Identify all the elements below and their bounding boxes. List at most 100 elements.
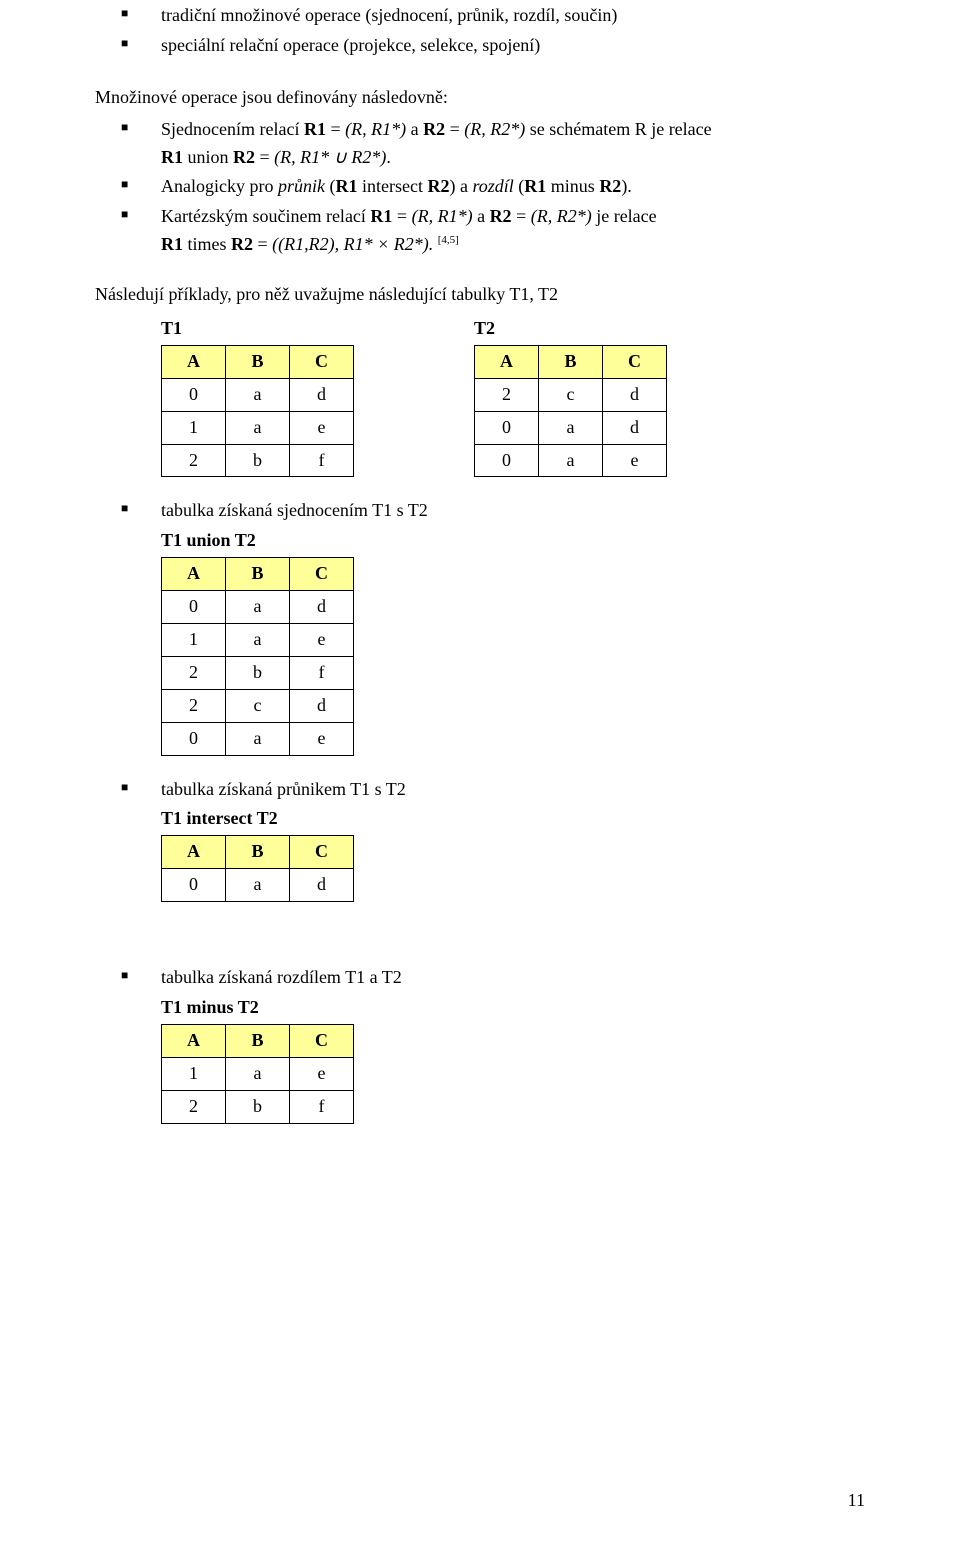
table-cell: 1 (162, 1057, 226, 1090)
table-row: 0ad (162, 591, 354, 624)
bullet-item: tabulka získaná rozdílem T1 a T2 (121, 964, 865, 992)
table-row: 2cd (162, 689, 354, 722)
def-item-union: Sjednocením relací R1 = (R, R1*) a R2 = … (121, 116, 865, 172)
table-title: T1 minus T2 (161, 994, 865, 1022)
def-line2: R1 times R2 = ((R1,R2), R1* × R2*). [4,5… (161, 231, 865, 259)
section-bullet-minus: tabulka získaná rozdílem T1 a T2 (121, 964, 865, 992)
table-row: 0ad (162, 378, 354, 411)
table-cell: a (539, 411, 603, 444)
table-cell: e (290, 411, 354, 444)
table-row: 0ad (475, 411, 667, 444)
table-cell: 0 (475, 411, 539, 444)
table-cell: e (290, 722, 354, 755)
table-cell: 0 (475, 444, 539, 477)
table-cell: e (290, 624, 354, 657)
table-header-cell: B (226, 345, 290, 378)
table-cell: d (290, 378, 354, 411)
table-cell: 2 (162, 656, 226, 689)
table-header-cell: B (226, 836, 290, 869)
table-cell: 1 (162, 624, 226, 657)
definition-list: Sjednocením relací R1 = (R, R1*) a R2 = … (121, 116, 865, 259)
table-row: 1ae (162, 411, 354, 444)
table-union-block: T1 union T2 ABC0ad1ae2bf2cd0ae (161, 527, 865, 755)
table-cell: a (539, 444, 603, 477)
followup-paragraph: Následují příklady, pro něž uvažujme nás… (95, 281, 865, 309)
table-cell: c (226, 689, 290, 722)
table-t2: ABC2cd0ad0ae (474, 345, 667, 478)
table-cell: d (603, 378, 667, 411)
table-cell: 2 (475, 378, 539, 411)
table-header-cell: C (290, 345, 354, 378)
table-title: T1 intersect T2 (161, 805, 865, 833)
page-number: 11 (848, 1487, 865, 1515)
table-header-cell: B (539, 345, 603, 378)
table-cell: 2 (162, 1090, 226, 1123)
table-cell: f (290, 444, 354, 477)
table-cell: 2 (162, 689, 226, 722)
table-row: 1ae (162, 1057, 354, 1090)
table-cell: 2 (162, 444, 226, 477)
table-cell: a (226, 624, 290, 657)
def-item-times: Kartézským součinem relací R1 = (R, R1*)… (121, 203, 865, 259)
def-line2: R1 union R2 = (R, R1* ∪ R2*). (161, 144, 865, 172)
def-text: Analogicky pro průnik (R1 intersect R2) … (161, 176, 632, 196)
table-union: ABC0ad1ae2bf2cd0ae (161, 557, 354, 755)
page: tradiční množinové operace (sjednocení, … (0, 2, 960, 1545)
tables-t1-t2: T1 ABC0ad1ae2bf T2 ABC2cd0ad0ae (161, 315, 865, 477)
table-cell: b (226, 444, 290, 477)
table-title: T1 (161, 315, 354, 343)
table-cell: a (226, 722, 290, 755)
table-cell: 0 (162, 869, 226, 902)
table-header-cell: C (290, 558, 354, 591)
table-header-cell: A (475, 345, 539, 378)
table-cell: c (539, 378, 603, 411)
table-minus-block: T1 minus T2 ABC1ae2bf (161, 994, 865, 1124)
table-header-cell: A (162, 345, 226, 378)
table-cell: b (226, 1090, 290, 1123)
top-bullet-list: tradiční množinové operace (sjednocení, … (121, 2, 865, 60)
table-row: 2bf (162, 444, 354, 477)
bullet-item: tradiční množinové operace (sjednocení, … (121, 2, 865, 30)
def-text: Kartézským součinem relací R1 = (R, R1*)… (161, 206, 657, 226)
table-t2-block: T2 ABC2cd0ad0ae (474, 315, 667, 477)
table-header-cell: C (290, 836, 354, 869)
bullet-item: tabulka získaná sjednocením T1 s T2 (121, 497, 865, 525)
table-header-cell: B (226, 558, 290, 591)
bullet-text: tabulka získaná průnikem T1 s T2 (161, 779, 406, 799)
bullet-item: tabulka získaná průnikem T1 s T2 (121, 776, 865, 804)
table-cell: 1 (162, 411, 226, 444)
def-item-intersect-minus: Analogicky pro průnik (R1 intersect R2) … (121, 173, 865, 201)
table-intersect-block: T1 intersect T2 ABC0ad (161, 805, 865, 902)
table-cell: e (290, 1057, 354, 1090)
table-t1: ABC0ad1ae2bf (161, 345, 354, 478)
table-row: 0ae (475, 444, 667, 477)
table-cell: a (226, 869, 290, 902)
table-title: T1 union T2 (161, 527, 865, 555)
section-bullet-union: tabulka získaná sjednocením T1 s T2 (121, 497, 865, 525)
bullet-text: speciální relační operace (projekce, sel… (161, 35, 540, 55)
table-minus: ABC1ae2bf (161, 1024, 354, 1124)
table-header-cell: A (162, 836, 226, 869)
table-row: 2cd (475, 378, 667, 411)
bullet-text: tabulka získaná rozdílem T1 a T2 (161, 967, 402, 987)
table-cell: d (290, 689, 354, 722)
bullet-text: tradiční množinové operace (sjednocení, … (161, 5, 617, 25)
table-row: 0ae (162, 722, 354, 755)
table-row: 1ae (162, 624, 354, 657)
table-cell: a (226, 1057, 290, 1090)
table-cell: f (290, 656, 354, 689)
table-title: T2 (474, 315, 667, 343)
table-intersect: ABC0ad (161, 835, 354, 902)
section-bullet-intersect: tabulka získaná průnikem T1 s T2 (121, 776, 865, 804)
table-header-cell: B (226, 1024, 290, 1057)
table-cell: d (290, 869, 354, 902)
bullet-text: tabulka získaná sjednocením T1 s T2 (161, 500, 428, 520)
table-header-cell: A (162, 1024, 226, 1057)
table-cell: 0 (162, 378, 226, 411)
def-text: Sjednocením relací R1 = (R, R1*) a R2 = … (161, 119, 712, 139)
table-row: 0ad (162, 869, 354, 902)
table-header-cell: A (162, 558, 226, 591)
footnote-ref: [4,5] (438, 234, 459, 246)
table-header-cell: C (290, 1024, 354, 1057)
table-cell: f (290, 1090, 354, 1123)
